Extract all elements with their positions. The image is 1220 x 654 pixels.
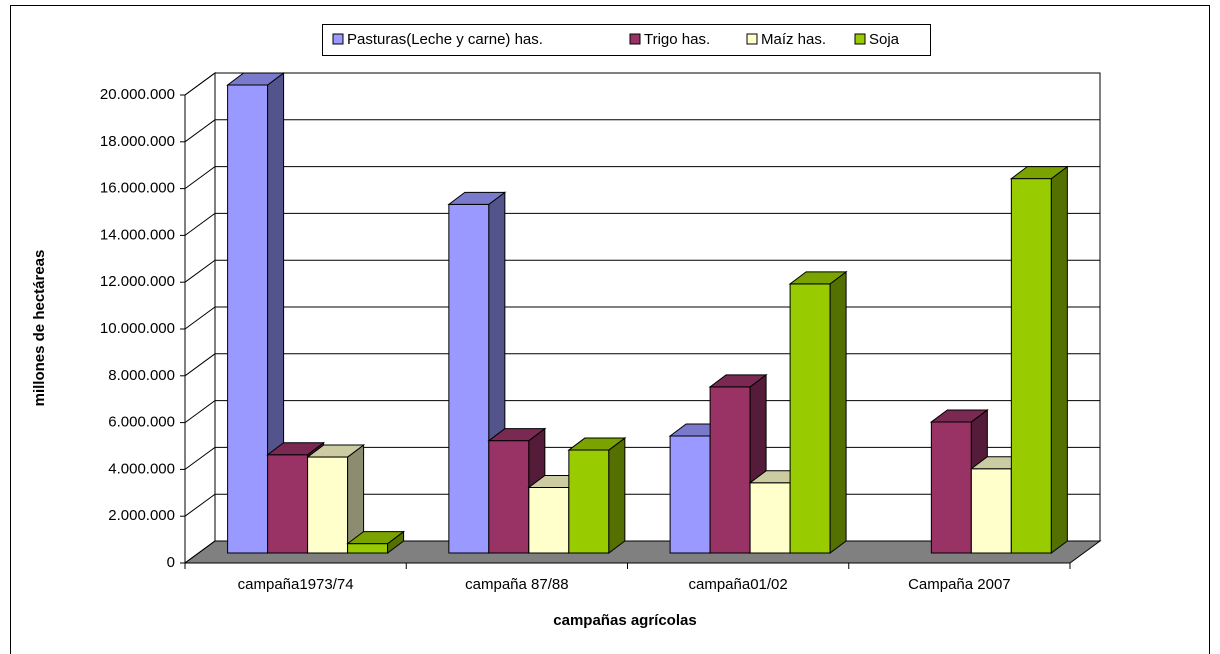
bar-side (829, 270, 847, 554)
bar-top (346, 531, 406, 545)
legend-swatch (332, 33, 344, 45)
grid-line (184, 166, 1100, 190)
bar (789, 283, 831, 554)
legend-label: Trigo has. (644, 31, 710, 48)
x-tick-label: campaña 87/88 (465, 576, 568, 593)
grid-line (184, 119, 1100, 143)
bar-top (788, 271, 848, 285)
y-tick-label: 8.000.000 (108, 367, 175, 384)
legend-label: Maíz has. (761, 31, 826, 48)
bar-top (487, 428, 547, 442)
y-tick-label: 0 (167, 554, 175, 571)
bar (709, 386, 751, 554)
y-tick-label: 2.000.000 (108, 507, 175, 524)
bar (488, 440, 530, 554)
bar (669, 435, 711, 554)
bar (930, 421, 972, 554)
bar (970, 468, 1012, 554)
x-tick-label: campaña01/02 (689, 576, 788, 593)
bar-top (567, 437, 627, 451)
bar-top (929, 409, 989, 423)
y-tick-label: 10.000.000 (100, 320, 175, 337)
bar-side (1050, 165, 1068, 554)
legend-swatch (629, 33, 641, 45)
y-axis-title: millones de hectáreas (31, 250, 48, 407)
y-tick-label: 16.000.000 (100, 180, 175, 197)
legend-label: Pasturas(Leche y carne) has. (347, 31, 543, 48)
bar-top (306, 444, 366, 458)
grid-line (184, 259, 1100, 283)
legend-swatch (746, 33, 758, 45)
y-tick-label: 14.000.000 (100, 226, 175, 243)
bar (528, 486, 570, 554)
bar (1010, 178, 1052, 554)
legend-label: Soja (869, 31, 900, 48)
bar (227, 84, 269, 554)
y-tick-label: 20.000.000 (100, 86, 175, 103)
bar (347, 543, 389, 554)
bar-top (708, 374, 768, 388)
bar (448, 203, 490, 554)
y-tick-label: 18.000.000 (100, 133, 175, 150)
bar-top (266, 442, 326, 456)
legend-box (322, 24, 931, 56)
grid-line (184, 72, 1100, 96)
x-tick-label: campaña1973/74 (238, 576, 354, 593)
y-tick-label: 12.000.000 (100, 273, 175, 290)
bar-top (1009, 166, 1069, 180)
bar (568, 449, 610, 554)
y-tick-label: 6.000.000 (108, 414, 175, 431)
x-axis-title: campañas agrícolas (553, 612, 696, 629)
legend-swatch (854, 33, 866, 45)
y-tick-label: 4.000.000 (108, 460, 175, 477)
bar-side (608, 437, 626, 554)
bar (749, 482, 791, 554)
bar (307, 456, 349, 554)
x-tick-label: Campaña 2007 (908, 576, 1011, 593)
bar-top (447, 191, 507, 205)
bar-top (226, 72, 286, 86)
bar (267, 454, 309, 554)
grid-line (184, 212, 1100, 236)
